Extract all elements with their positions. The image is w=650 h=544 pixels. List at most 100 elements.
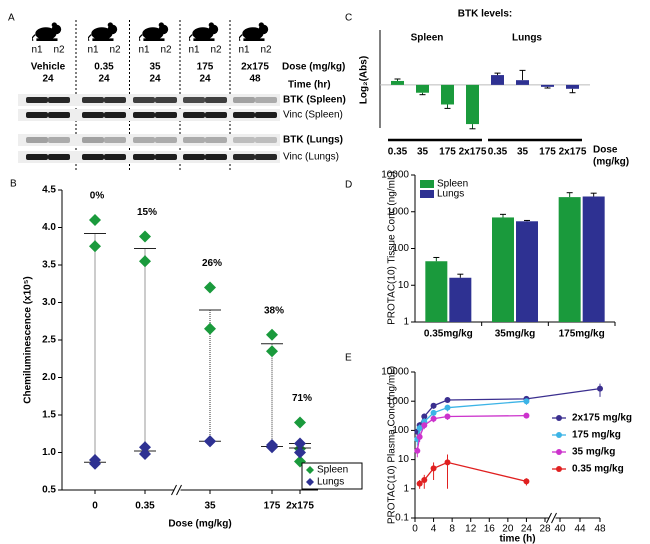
x-axis-label: Dose (mg/kg) (168, 519, 231, 530)
y-tick-label: 100 (392, 425, 409, 436)
point (523, 412, 530, 419)
legend-swatch (420, 180, 434, 188)
legend-marker (556, 415, 562, 421)
time-axis-label: Time (hr) (288, 80, 331, 91)
row-label: BTK (Lungs) (283, 135, 343, 146)
point (139, 230, 151, 243)
x-tick-label: 44 (574, 524, 586, 535)
x-tick-label: 0 (412, 524, 418, 535)
blot-band (133, 154, 155, 160)
legend-label: Lungs (437, 189, 464, 200)
annotation: 71% (292, 393, 312, 404)
y-tick-label: 2.5 (42, 335, 56, 346)
row-label: Vinc (Spleen) (283, 110, 343, 121)
y-tick-label: 1 (403, 317, 409, 328)
bar (466, 84, 479, 125)
blot-band (133, 97, 155, 103)
annotation: 26% (202, 258, 222, 269)
point (204, 281, 216, 294)
x-tick-label: 40 (554, 524, 566, 535)
x-tick-label: 35 (517, 147, 529, 158)
mouse-icon (88, 22, 118, 41)
bar (441, 84, 454, 105)
bar (492, 217, 514, 322)
row-label: Vinc (Lungs) (283, 152, 339, 163)
chart-title: BTK levels: (458, 9, 512, 20)
legend-label: Spleen (317, 465, 348, 476)
x-tick-label: 175 (539, 147, 556, 158)
blot-band (155, 97, 177, 103)
blot-band (104, 97, 126, 103)
series-line (419, 461, 527, 485)
legend-label: 0.35 mg/kg (572, 464, 624, 475)
blot-band (255, 154, 277, 160)
point (266, 328, 278, 341)
replicate-label: n2 (53, 45, 65, 56)
blot-band (82, 137, 104, 143)
point (266, 441, 278, 454)
x-tick-label: 0.35mg/kg (424, 329, 473, 340)
bar (541, 84, 554, 87)
blot-band (233, 97, 255, 103)
y-tick-label: 2.0 (42, 372, 56, 383)
x-tick-label: 0.35 (388, 147, 408, 158)
y-tick-label: 10 (398, 454, 410, 465)
y-tick-label: 1000 (387, 396, 410, 407)
bar (558, 197, 581, 322)
y-tick-label: 10000 (381, 367, 409, 378)
series-heading: Spleen (411, 33, 444, 44)
replicate-label: n2 (109, 45, 121, 56)
blot-band (48, 97, 70, 103)
point (89, 457, 101, 470)
point (204, 435, 216, 448)
annotation: 15% (137, 207, 157, 218)
x-tick-label: 175 (439, 147, 456, 158)
time-label: 24 (149, 74, 161, 85)
blot-band (104, 137, 126, 143)
x-tick-label: 0.35 (488, 147, 508, 158)
annotation: 38% (264, 305, 284, 316)
point (139, 255, 151, 268)
legend-marker (306, 466, 314, 474)
panel-label: A (8, 13, 15, 24)
legend-marker (556, 466, 562, 472)
dose-label: 2x175 (241, 62, 269, 73)
point (430, 402, 437, 409)
blot-band (26, 112, 48, 118)
x-tick-label: 20 (502, 524, 514, 535)
mouse-icon (32, 22, 62, 41)
y-axis-label: Chemiluminescence (x10⁵) (23, 276, 34, 404)
blot-band (48, 112, 70, 118)
x-axis-label: Dose (593, 145, 618, 156)
y-tick-label: 10 (398, 280, 410, 291)
mouse-icon (139, 22, 169, 41)
annotation: 0% (90, 191, 105, 202)
blot-band (233, 137, 255, 143)
time-label: 24 (199, 74, 211, 85)
blot-band (104, 154, 126, 160)
panel-label: B (10, 179, 17, 190)
axis-break (171, 484, 177, 496)
series-line (416, 387, 601, 432)
point (416, 480, 423, 487)
y-tick-label: 100 (392, 243, 409, 254)
point (204, 322, 216, 335)
legend-label: 175 mg/kg (572, 430, 621, 441)
panel-label: E (345, 353, 352, 364)
bar (491, 75, 504, 85)
blot-band (133, 137, 155, 143)
point (139, 448, 151, 460)
x-tick-label: 0.35 (135, 501, 155, 512)
blot-band (155, 112, 177, 118)
replicate-label: n1 (238, 45, 250, 56)
x-tick-label: 35 (204, 501, 216, 512)
replicate-label: n1 (188, 45, 200, 56)
bar (582, 196, 605, 322)
series-heading: Lungs (512, 33, 542, 44)
bar (516, 80, 529, 85)
point (444, 459, 451, 466)
point (430, 409, 437, 416)
bar (516, 221, 538, 322)
blot-band (104, 112, 126, 118)
legend-marker (556, 432, 562, 438)
